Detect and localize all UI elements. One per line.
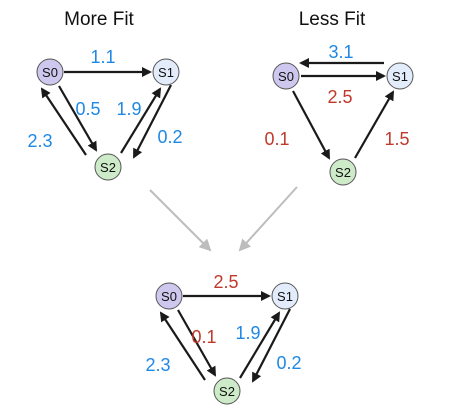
edge-s2-s0 <box>40 87 87 156</box>
node-s0-label: S0 <box>42 65 58 80</box>
graph-result: S0 S1 S2 2.5 0.1 2.3 1.9 0.2 <box>145 272 302 405</box>
node-s2 <box>329 158 357 186</box>
weight-s0-s1: 2.5 <box>213 272 238 292</box>
edge-s0-s2 <box>177 309 216 377</box>
merge-arrow-left <box>149 189 212 252</box>
graph-more-fit: S0 S1 S2 1.1 0.5 2.3 1.9 0.2 <box>27 47 183 181</box>
weight-s0-s1: 2.5 <box>327 87 352 107</box>
node-s0 <box>155 282 183 310</box>
weight-s1-s2: 0.2 <box>157 127 182 147</box>
weight-s0-s2: 0.1 <box>264 129 289 149</box>
node-s2 <box>94 153 122 181</box>
merge-arrow-right <box>238 186 298 252</box>
edge-s0-s2 <box>58 85 98 152</box>
node-s1 <box>386 62 414 90</box>
edge-s1-s2 <box>252 308 291 383</box>
weight-s1-s2: 0.2 <box>276 353 301 373</box>
node-s2-label: S2 <box>335 165 351 180</box>
node-s1-label: S1 <box>158 65 174 80</box>
edge-s2-s1 <box>354 90 394 159</box>
title-more-fit: More Fit <box>64 9 134 30</box>
edge-s2-s1 <box>239 311 281 379</box>
node-s0-label: S0 <box>161 289 177 304</box>
edge-s1-s2 <box>133 84 172 159</box>
weight-s2-s1: 1.9 <box>116 99 141 119</box>
node-s0 <box>272 62 300 90</box>
weight-s0-s2: 0.5 <box>75 99 100 119</box>
graph-less-fit: S0 S1 S2 3.1 2.5 0.1 1.5 <box>264 42 414 186</box>
node-s2-label: S2 <box>100 160 116 175</box>
weight-s2-s1: 1.5 <box>384 129 409 149</box>
node-s1-label: S1 <box>277 289 293 304</box>
weight-s0-s2: 0.1 <box>191 327 216 347</box>
weight-s2-s1: 1.9 <box>235 323 260 343</box>
weight-s1-s0: 3.1 <box>328 42 353 62</box>
node-s0 <box>36 58 64 86</box>
edge-s2-s0 <box>159 311 206 381</box>
edge-s0-s2 <box>292 90 330 160</box>
node-s1-label: S1 <box>392 69 408 84</box>
weight-s2-s0: 2.3 <box>27 131 52 151</box>
node-s2-label: S2 <box>219 384 235 399</box>
title-less-fit: Less Fit <box>299 9 366 30</box>
node-s1 <box>271 282 299 310</box>
node-s0-label: S0 <box>278 69 294 84</box>
node-s2 <box>213 377 241 405</box>
weight-s0-s1: 1.1 <box>90 47 115 67</box>
edge-s2-s1 <box>120 87 162 154</box>
node-s1 <box>152 58 180 86</box>
weight-s2-s0: 2.3 <box>145 355 170 375</box>
